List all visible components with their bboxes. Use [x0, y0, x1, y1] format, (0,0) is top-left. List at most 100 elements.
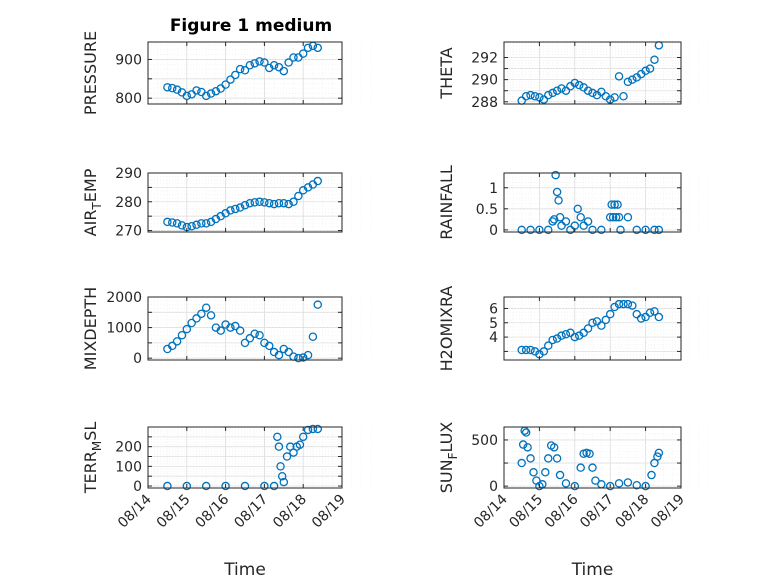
y-axis-label: RAINFALL: [437, 165, 456, 240]
x-axis-label: Time: [223, 560, 266, 580]
data-point: [588, 318, 597, 328]
y-tick-label: 0: [133, 479, 142, 495]
data-point: [526, 225, 535, 235]
data-point: [574, 331, 584, 340]
data-point: [607, 200, 616, 209]
data-point: [172, 337, 182, 346]
y-axis-label: H2OMIXRA: [437, 286, 456, 372]
data-point: [544, 454, 553, 463]
data-point: [557, 331, 566, 340]
data-point: [206, 89, 216, 98]
data-point: [279, 477, 289, 487]
x-tick-label: 08/15: [506, 492, 546, 532]
data-point: [303, 350, 313, 360]
data-point: [313, 424, 322, 434]
data-point: [573, 204, 583, 214]
data-point: [605, 481, 615, 491]
data-point: [549, 215, 559, 224]
data-point: [163, 481, 172, 491]
data-point: [526, 345, 535, 355]
y-axis-label-rest: LUX: [437, 422, 456, 453]
data-point: [206, 311, 216, 320]
data-point: [557, 84, 566, 93]
data-point: [610, 302, 619, 312]
data-point: [177, 330, 187, 340]
data-point: [264, 341, 274, 351]
y-axis-label: TERRMSL: [81, 422, 104, 495]
data-point: [614, 72, 624, 81]
data-point: [250, 198, 259, 207]
data-point: [591, 476, 600, 485]
x-axis-label: Time: [571, 560, 614, 580]
y-axis-label: AIRTEMP: [81, 168, 104, 236]
data-point: [269, 199, 279, 209]
figure-title: Figure 1 medium: [170, 16, 332, 36]
axes-frame: [503, 41, 682, 105]
y-axis-label-rest: EMP: [81, 168, 100, 202]
data-point: [614, 212, 624, 222]
data-point: [588, 225, 597, 235]
data-point: [182, 481, 192, 491]
data-point: [654, 448, 664, 458]
data-point: [167, 341, 177, 351]
data-point: [308, 424, 318, 434]
data-point: [294, 191, 303, 201]
data-point: [641, 312, 650, 322]
data-point: [608, 212, 618, 222]
data-point: [548, 217, 557, 226]
data-point: [298, 49, 308, 58]
data-point: [552, 454, 562, 463]
data-point: [645, 64, 655, 73]
data-point: [554, 196, 563, 205]
plot-area: [504, 173, 681, 232]
axes-frame: [503, 296, 682, 361]
data-point: [588, 463, 597, 472]
data-point: [235, 64, 245, 74]
data-point: [583, 86, 593, 95]
data-point: [226, 206, 235, 215]
data-point: [539, 95, 549, 104]
data-point: [167, 83, 177, 93]
data-point: [517, 458, 526, 468]
data-point: [654, 225, 664, 235]
data-point: [579, 221, 588, 230]
data-point: [284, 58, 293, 67]
data-point: [255, 330, 264, 340]
data-point: [601, 315, 611, 325]
data-point: [632, 225, 642, 235]
y-tick-label: 290: [471, 73, 498, 89]
data-point: [260, 481, 269, 491]
data-point: [279, 198, 289, 208]
data-point: [583, 324, 593, 333]
data-point: [530, 347, 540, 356]
data-point: [585, 449, 594, 459]
subplot-8: 0 500 SUNFLUX 08/1408/1508/1608/1708/1808/1…: [437, 422, 708, 580]
y-tick-label: 0: [489, 479, 498, 495]
data-point: [623, 212, 633, 222]
y-axis-label-sub: M: [90, 441, 104, 451]
data-point: [245, 198, 255, 208]
data-point: [650, 307, 659, 316]
data-point: [260, 58, 269, 67]
data-point: [163, 83, 172, 92]
data-point: [518, 440, 528, 449]
y-tick-label: 800: [115, 91, 142, 107]
data-point: [645, 308, 655, 317]
data-point: [561, 329, 571, 339]
subplot-4: 0 0.5 1 RAINFALL: [437, 165, 708, 240]
data-point: [163, 217, 172, 227]
data-point: [201, 481, 211, 491]
data-point: [619, 92, 628, 101]
data-point: [289, 197, 298, 207]
data-point: [555, 212, 565, 222]
x-tick-label: 08/18: [270, 492, 310, 532]
data-point: [231, 70, 240, 80]
data-point: [303, 43, 313, 53]
subplot-6: 456 H2OMIXRA: [437, 286, 708, 372]
data-point: [197, 219, 206, 228]
y-tick-label: 0.5: [476, 202, 498, 218]
data-point: [192, 314, 201, 323]
y-tick-label: 2000: [106, 290, 142, 306]
subplot-grid: 800 900 PRESSURE 288 290 292 THETA 270 280 290 AIR…: [81, 31, 708, 580]
data-point: [632, 480, 642, 490]
